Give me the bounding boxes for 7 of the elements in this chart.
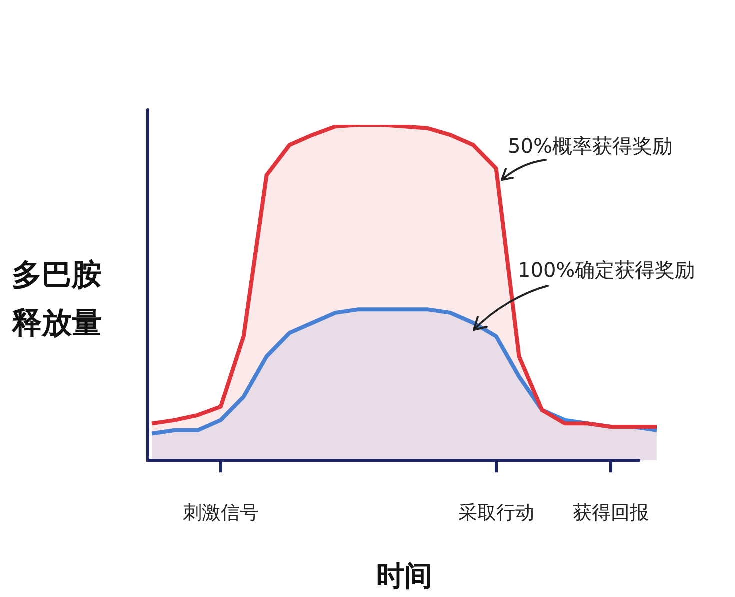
y-axis-title: 多巴胺释放量 <box>12 257 103 343</box>
annotation: 100%确定获得奖励 <box>518 257 696 284</box>
annotation: 50%概率获得奖励 <box>508 133 672 160</box>
x-tick-label: 获得回报 <box>573 502 650 524</box>
x-axis-title: 时间 <box>376 559 432 592</box>
x-tick-label: 刺激信号 <box>182 502 259 524</box>
x-tick-label: 采取行动 <box>458 502 534 524</box>
